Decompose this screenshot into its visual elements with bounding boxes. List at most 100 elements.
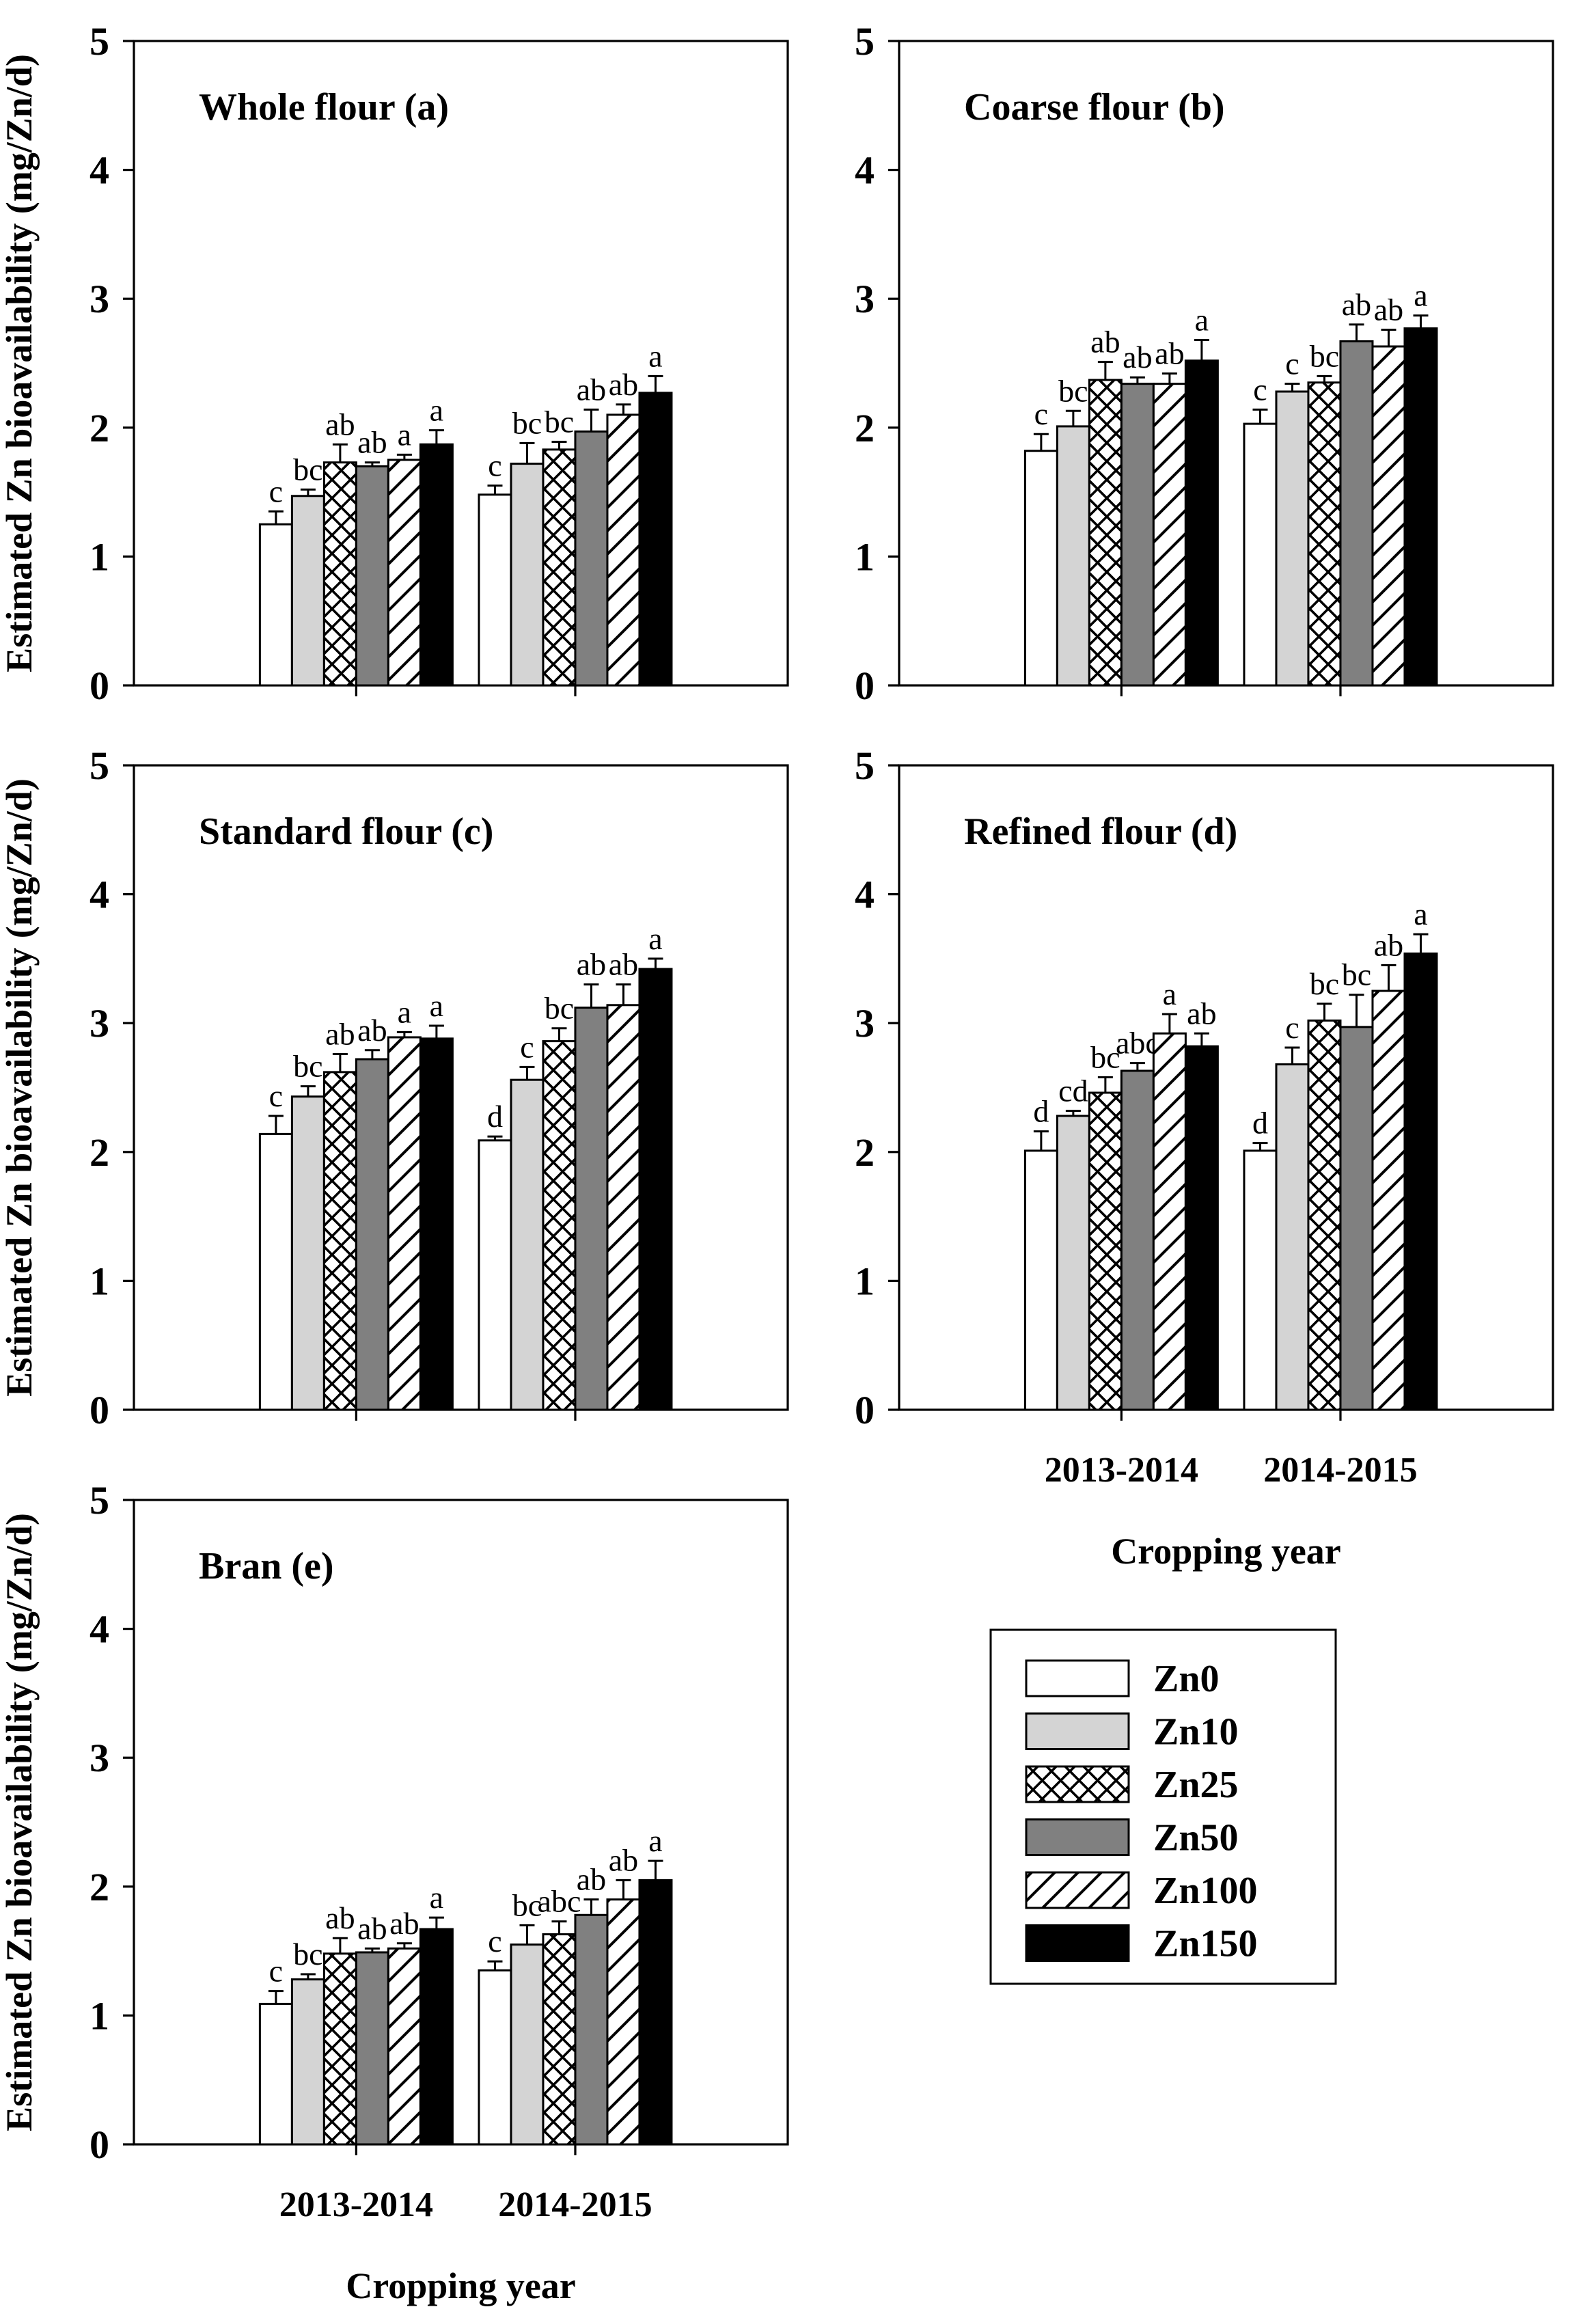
bar-zn25-2013-2014 [322, 461, 357, 687]
sig-letter: c [269, 474, 283, 508]
plot-box [133, 764, 789, 1411]
bar-zn25-2014-2015 [1307, 381, 1342, 687]
bar-zn10-2014-2015 [510, 463, 545, 687]
sig-letter: ab [357, 1013, 387, 1048]
bar-zn150-2014-2015 [1403, 952, 1438, 1411]
bar-zn100-2013-2014 [1152, 383, 1187, 687]
y-tick-label: 0 [855, 664, 875, 708]
bar-zn100-2014-2015 [606, 1004, 641, 1411]
sig-letter: bc [1310, 338, 1339, 373]
y-tick-label: 3 [855, 277, 875, 321]
bar-zn25-2014-2015 [542, 1933, 577, 2146]
x-tick-label: 2013-2014 [279, 2185, 433, 2224]
bar-zn10-2014-2015 [510, 1078, 545, 1411]
legend-swatch-zn0 [1025, 1659, 1130, 1697]
plot-box [133, 1499, 789, 2146]
sig-letter: bc [293, 1937, 322, 1971]
bar-zn10-2013-2014 [290, 495, 325, 687]
bar-zn50-2013-2014 [355, 465, 389, 687]
sig-letter: ab [609, 947, 638, 982]
bar-zn150-2014-2015 [638, 968, 673, 1411]
sig-letter: bc [293, 452, 322, 487]
sig-letter: a [1414, 278, 1427, 313]
y-tick-label: 4 [90, 1607, 109, 1652]
bar-zn10-2014-2015 [1275, 1063, 1310, 1411]
sig-letter: bc [512, 1887, 542, 1922]
bar-zn25-2013-2014 [322, 1952, 357, 2146]
y-tick-label: 2 [855, 406, 875, 450]
sig-letter: ab [577, 1862, 606, 1897]
bar-zn50-2013-2014 [1120, 1069, 1155, 1411]
plot-box [898, 40, 1554, 687]
bar-zn0-2013-2014 [1023, 450, 1058, 687]
sig-letter: ab [389, 1906, 419, 1941]
sig-letter: a [1195, 303, 1209, 338]
legend-swatch-zn100 [1025, 1871, 1130, 1909]
y-tick-label: 3 [90, 1001, 109, 1046]
y-tick-label: 5 [855, 743, 875, 788]
bar-zn150-2014-2015 [1403, 327, 1438, 687]
sig-letter: a [430, 988, 443, 1023]
bar-zn0-2014-2015 [1243, 422, 1278, 687]
sig-letter: d [1033, 1094, 1049, 1129]
sig-letter: ab [357, 1911, 387, 1946]
x-axis-title: Cropping year [1111, 1531, 1341, 1572]
sig-letter: c [269, 1954, 283, 1989]
sig-letter: c [269, 1078, 283, 1113]
panel-title: Standard flour (c) [199, 810, 493, 853]
sig-letter: d [487, 1099, 503, 1134]
bar-zn0-2013-2014 [258, 2002, 293, 2146]
x-tick-label: 2014-2015 [1263, 1451, 1417, 1490]
bar-zn0-2014-2015 [478, 493, 512, 687]
legend-swatch-zn150 [1025, 1924, 1130, 1962]
sig-letter: c [1285, 1010, 1299, 1045]
y-tick-label: 3 [90, 1736, 109, 1780]
panel-title: Whole flour (a) [199, 86, 449, 128]
sig-letter: bc [1058, 373, 1088, 408]
bar-zn50-2013-2014 [355, 1951, 389, 2146]
sig-letter: bc [545, 991, 574, 1026]
y-tick-label: 1 [90, 1993, 109, 2038]
y-tick-label: 2 [90, 406, 109, 450]
bar-zn150-2013-2014 [419, 443, 454, 687]
bar-zn0-2013-2014 [258, 1132, 293, 1411]
x-axis-title: Cropping year [346, 2265, 576, 2306]
bar-zn25-2013-2014 [322, 1071, 357, 1411]
sig-letter: ab [1342, 287, 1371, 322]
bar-zn0-2014-2015 [478, 1139, 512, 1411]
panel-title: Refined flour (d) [964, 810, 1237, 853]
legend: Zn0 Zn10 Zn25 Zn50 Zn100 Zn150 [989, 1628, 1337, 1985]
bar-zn50-2013-2014 [1120, 383, 1155, 687]
sig-letter: bc [545, 405, 574, 439]
y-tick-label: 0 [855, 1388, 875, 1432]
legend-label-zn150: Zn150 [1153, 1923, 1258, 1965]
y-tick-label: 5 [90, 1478, 109, 1523]
sig-letter: abc [538, 1884, 581, 1919]
x-tick-label: 2014-2015 [498, 2185, 652, 2224]
bar-zn0-2014-2015 [1243, 1149, 1278, 1411]
sig-letter: ab [1374, 927, 1403, 962]
bar-zn25-2013-2014 [1088, 1091, 1123, 1411]
sig-letter: abc [1116, 1026, 1159, 1061]
sig-letter: bc [512, 405, 542, 440]
bar-zn50-2014-2015 [574, 1913, 609, 2146]
y-tick-label: 1 [90, 534, 109, 579]
sig-letter: ab [609, 367, 638, 402]
sig-letter: ab [325, 1016, 355, 1051]
sig-letter: c [1253, 372, 1267, 407]
sig-letter: bc [1342, 957, 1371, 992]
legend-box [989, 1628, 1337, 1985]
bar-zn25-2014-2015 [542, 1040, 577, 1411]
sig-letter: bc [1090, 1039, 1120, 1074]
bar-zn100-2013-2014 [387, 459, 422, 687]
sig-letter: ab [325, 407, 355, 441]
bar-zn100-2013-2014 [1152, 1032, 1187, 1411]
bar-zn150-2014-2015 [638, 392, 673, 687]
sig-letter: a [1414, 897, 1427, 931]
legend-label-zn50: Zn50 [1153, 1817, 1239, 1859]
sig-letter: ab [357, 425, 387, 460]
